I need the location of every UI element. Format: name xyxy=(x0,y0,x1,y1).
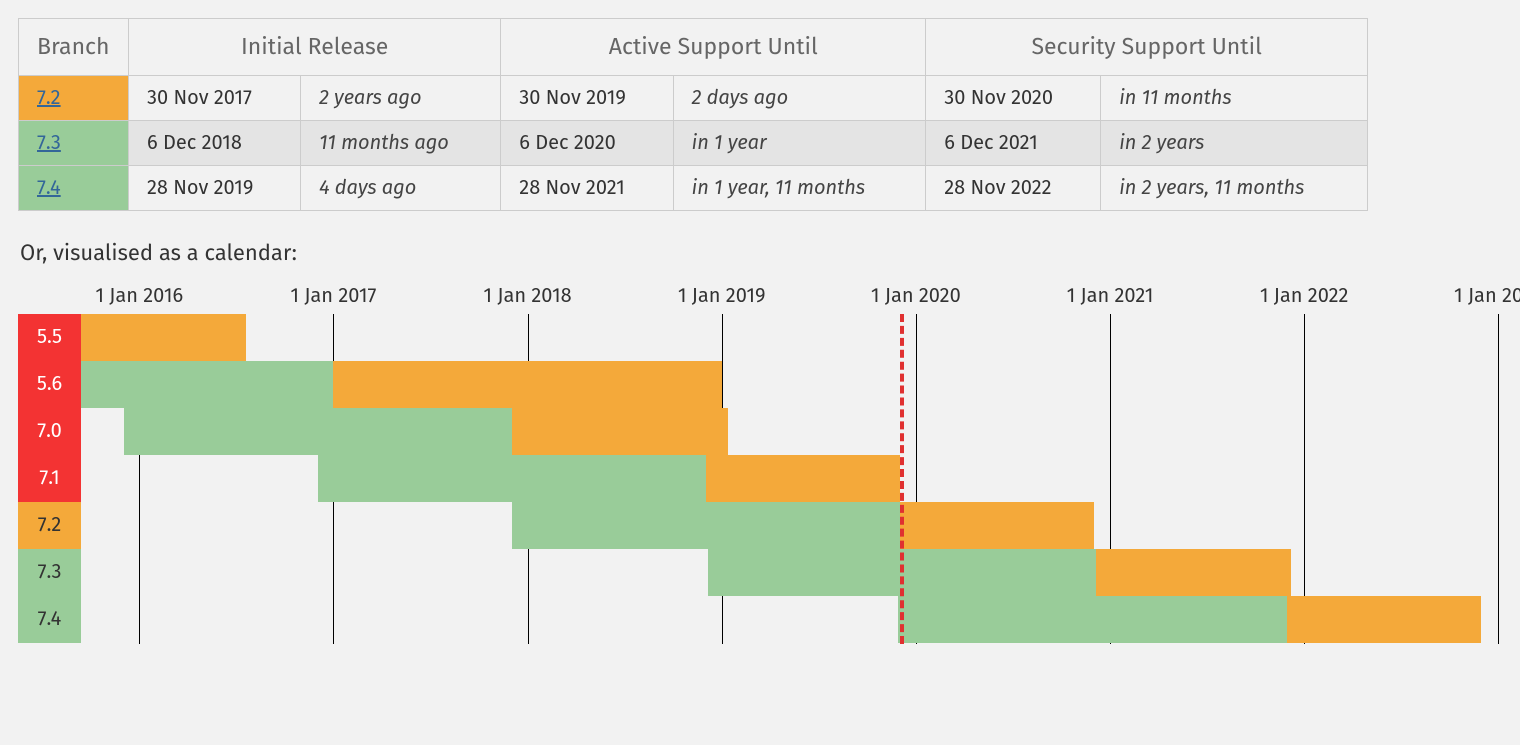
date-cell: 28 Nov 2019 xyxy=(129,166,301,211)
timeline-date-label: 1 Jan 2017 xyxy=(290,284,376,308)
timeline-version-label: 7.2 xyxy=(18,502,81,549)
timeline-date-label: 1 Jan 2021 xyxy=(1067,284,1154,308)
timeline-bar xyxy=(512,502,900,549)
timeline-bar xyxy=(900,502,1094,549)
timeline-bar xyxy=(706,455,900,502)
timeline-version-label: 5.5 xyxy=(18,314,81,361)
timeline-date-label: 1 Jan 2016 xyxy=(95,284,183,308)
date-cell: 30 Nov 2020 xyxy=(926,76,1101,121)
date-cell: 30 Nov 2017 xyxy=(129,76,301,121)
table-row: 7.2 30 Nov 20172 years ago30 Nov 20192 da… xyxy=(19,76,1368,121)
date-cell: 6 Dec 2021 xyxy=(926,121,1101,166)
relative-date-cell: in 1 year xyxy=(673,121,926,166)
timeline-bar xyxy=(898,596,1286,643)
timeline-version-label: 7.0 xyxy=(18,408,81,455)
timeline-bar xyxy=(124,408,512,455)
timeline-version-label: 7.3 xyxy=(18,549,81,596)
calendar-intro-text: Or, visualised as a calendar: xyxy=(20,239,1502,266)
col-security: Security Support Until xyxy=(926,19,1368,76)
timeline-gridline xyxy=(1304,314,1305,644)
branch-cell: 7.3 xyxy=(19,121,129,166)
timeline-date-label: 1 Jan 2023 xyxy=(1454,284,1520,308)
timeline-bar xyxy=(1096,549,1290,596)
table-row: 7.3 6 Dec 201811 months ago6 Dec 2020in 1… xyxy=(19,121,1368,166)
col-branch: Branch xyxy=(19,19,129,76)
col-initial: Initial Release xyxy=(129,19,501,76)
date-cell: 6 Dec 2020 xyxy=(501,121,673,166)
timeline-date-label: 1 Jan 2018 xyxy=(483,284,571,308)
timeline-date-label: 1 Jan 2020 xyxy=(871,284,961,308)
relative-date-cell: in 2 years xyxy=(1101,121,1368,166)
branch-cell: 7.2 xyxy=(19,76,129,121)
timeline-today-marker xyxy=(900,314,904,644)
date-cell: 28 Nov 2021 xyxy=(501,166,673,211)
relative-date-cell: 11 months ago xyxy=(301,121,501,166)
timeline-bar xyxy=(1287,596,1481,643)
timeline-version-label: 5.6 xyxy=(18,361,81,408)
table-header-row: Branch Initial Release Active Support Un… xyxy=(19,19,1368,76)
timeline-gridline xyxy=(1498,314,1499,644)
date-cell: 30 Nov 2019 xyxy=(501,76,673,121)
col-active: Active Support Until xyxy=(501,19,926,76)
timeline-bar xyxy=(333,361,721,408)
branch-link[interactable]: 7.4 xyxy=(37,176,61,200)
supported-versions-table: Branch Initial Release Active Support Un… xyxy=(18,18,1368,211)
timeline-version-label: 7.1 xyxy=(18,455,81,502)
relative-date-cell: in 11 months xyxy=(1101,76,1368,121)
timeline-bar xyxy=(318,455,706,502)
timeline-date-label: 1 Jan 2019 xyxy=(678,284,766,308)
date-cell: 6 Dec 2018 xyxy=(129,121,301,166)
support-timeline-chart: 5.55.67.07.17.27.37.4 1 Jan 2016 1 Jan 20… xyxy=(18,284,1508,644)
table-row: 7.4 28 Nov 20194 days ago28 Nov 2021in 1 … xyxy=(19,166,1368,211)
relative-date-cell: 2 days ago xyxy=(673,76,926,121)
branch-link[interactable]: 7.2 xyxy=(37,86,61,110)
relative-date-cell: in 1 year, 11 months xyxy=(673,166,926,211)
branch-link[interactable]: 7.3 xyxy=(37,131,61,155)
timeline-version-label: 7.4 xyxy=(18,596,81,643)
timeline-bar xyxy=(81,361,333,408)
relative-date-cell: 4 days ago xyxy=(301,166,501,211)
branch-cell: 7.4 xyxy=(19,166,129,211)
timeline-bar xyxy=(512,408,728,455)
timeline-bar xyxy=(81,314,246,361)
timeline-date-label: 1 Jan 2022 xyxy=(1260,284,1349,308)
relative-date-cell: 2 years ago xyxy=(301,76,501,121)
date-cell: 28 Nov 2022 xyxy=(926,166,1101,211)
relative-date-cell: in 2 years, 11 months xyxy=(1101,166,1368,211)
